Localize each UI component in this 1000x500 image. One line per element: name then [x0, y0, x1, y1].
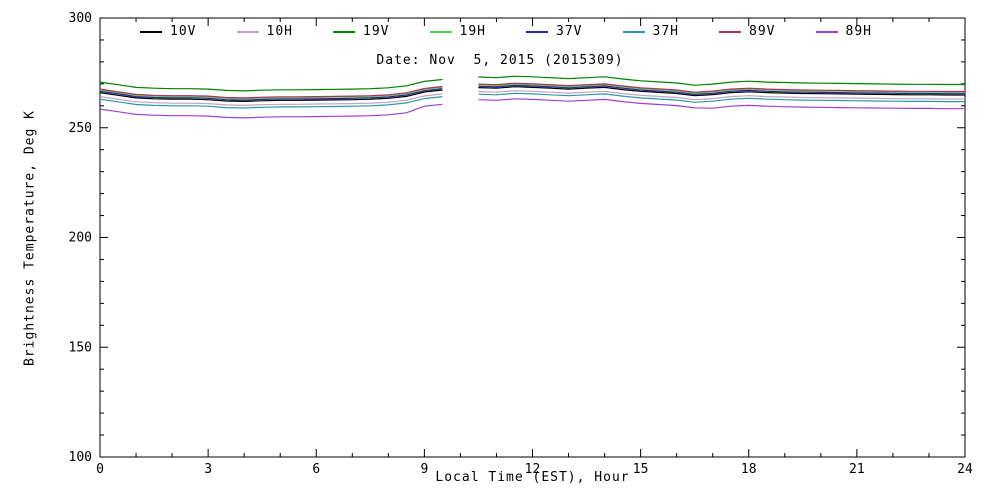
legend-label: 10H: [266, 24, 293, 39]
legend-label: 37V: [556, 24, 583, 39]
series-line-19V: [99, 75, 965, 92]
x-tick-label: 9: [420, 462, 428, 477]
series-line-89H: [99, 98, 965, 119]
legend-label: 89V: [749, 24, 776, 39]
series-line-19H: [99, 83, 965, 100]
x-tick-label: 18: [741, 462, 757, 477]
y-tick-label: 200: [69, 231, 92, 246]
legend-item-37V: 37V: [526, 24, 582, 39]
y-tick-label: 300: [69, 11, 92, 26]
legend-label: 19V: [363, 24, 390, 39]
legend-line-swatch: [526, 30, 548, 33]
legend-line-swatch: [719, 30, 741, 33]
x-tick-label: 21: [849, 462, 865, 477]
x-axis-label: Local Time (EST), Hour: [435, 470, 630, 485]
legend-item-19V: 19V: [333, 24, 389, 39]
legend-line-swatch: [429, 30, 452, 33]
x-tick-label: 0: [96, 462, 104, 477]
y-axis-label: Brightness Temperature, Deg K: [22, 110, 38, 366]
legend: 10V 10H 19V 19H 37V 37H 89V 89H: [140, 24, 872, 39]
x-tick-label: 6: [312, 462, 320, 477]
x-tick-label: 12: [525, 462, 541, 477]
x-tick-label: 24: [957, 462, 973, 477]
x-tick-label: 15: [633, 462, 649, 477]
legend-item-10H: 10H: [236, 24, 293, 39]
legend-label: 89H: [845, 24, 872, 39]
legend-line-swatch: [622, 30, 645, 33]
series-line-37H: [99, 92, 965, 109]
legend-line-swatch: [236, 30, 259, 33]
series-line-10H: [99, 90, 965, 107]
y-tick-label: 250: [69, 121, 92, 136]
legend-line-swatch: [815, 30, 838, 33]
legend-line-swatch: [333, 30, 355, 33]
x-tick-label: 3: [204, 462, 212, 477]
legend-item-19H: 19H: [429, 24, 486, 39]
legend-item-89V: 89V: [719, 24, 775, 39]
series-line-89V: [99, 82, 965, 99]
y-tick-label: 150: [69, 340, 92, 355]
legend-item-89H: 89H: [815, 24, 872, 39]
legend-item-10V: 10V: [140, 24, 196, 39]
series-line-10V: [99, 86, 965, 103]
legend-item-37H: 37H: [622, 24, 679, 39]
legend-line-swatch: [140, 30, 162, 33]
chart-title: Date: Nov 5, 2015 (2015309): [376, 53, 624, 68]
legend-label: 37H: [652, 24, 679, 39]
legend-label: 19H: [459, 24, 486, 39]
legend-label: 10V: [170, 24, 197, 39]
y-tick-label: 100: [69, 450, 92, 465]
series-line-37V: [99, 84, 965, 101]
